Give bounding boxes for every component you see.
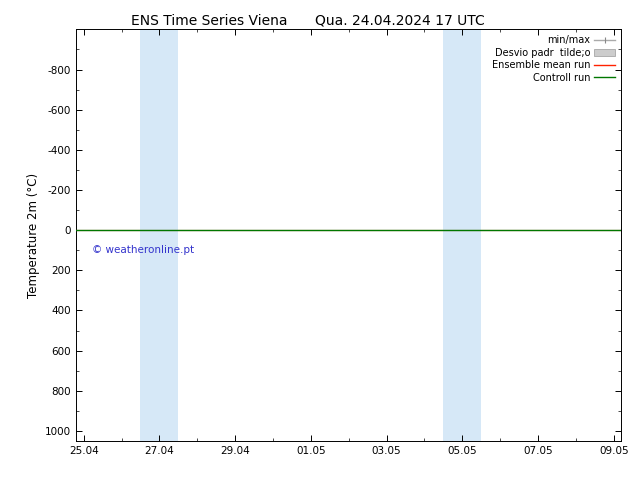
Y-axis label: Temperature 2m (°C): Temperature 2m (°C) — [27, 172, 39, 298]
Text: Qua. 24.04.2024 17 UTC: Qua. 24.04.2024 17 UTC — [314, 14, 484, 28]
Text: © weatheronline.pt: © weatheronline.pt — [93, 245, 195, 255]
Bar — [462, 29, 481, 441]
Bar — [443, 29, 462, 441]
Legend: min/max, Desvio padr  tilde;o, Ensemble mean run, Controll run: min/max, Desvio padr tilde;o, Ensemble m… — [488, 31, 619, 86]
Text: ENS Time Series Viena: ENS Time Series Viena — [131, 14, 287, 28]
Bar — [141, 29, 159, 441]
Bar — [159, 29, 178, 441]
